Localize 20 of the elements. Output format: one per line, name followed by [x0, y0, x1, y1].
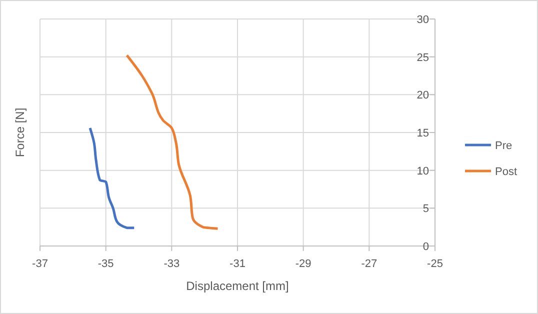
y-tick-label: 0	[422, 241, 429, 253]
y-tick-label: 10	[416, 165, 429, 178]
x-tick-label: -25	[427, 258, 443, 270]
line-series	[88, 126, 136, 230]
y-tick-label: 15	[416, 128, 429, 140]
legend-label: Pre	[495, 140, 512, 152]
y-tick-label: 25	[416, 52, 429, 64]
x-axis-title: Displacement [mm]	[186, 279, 289, 293]
y-tick-label: 20	[416, 90, 429, 102]
y-tick-label: 5	[422, 203, 429, 216]
y-axis-title: Force [N]	[13, 108, 27, 158]
x-tick-label: -31	[230, 258, 246, 270]
x-tick-label: -35	[98, 258, 114, 270]
x-tick-label: -27	[361, 258, 378, 270]
line-series	[126, 54, 219, 230]
x-tick-label: -33	[164, 258, 180, 270]
x-tick-label: -37	[32, 258, 48, 270]
x-tick-label: -29	[295, 258, 312, 270]
y-tick-label: 30	[416, 14, 429, 26]
legend-label: Post	[495, 166, 518, 178]
